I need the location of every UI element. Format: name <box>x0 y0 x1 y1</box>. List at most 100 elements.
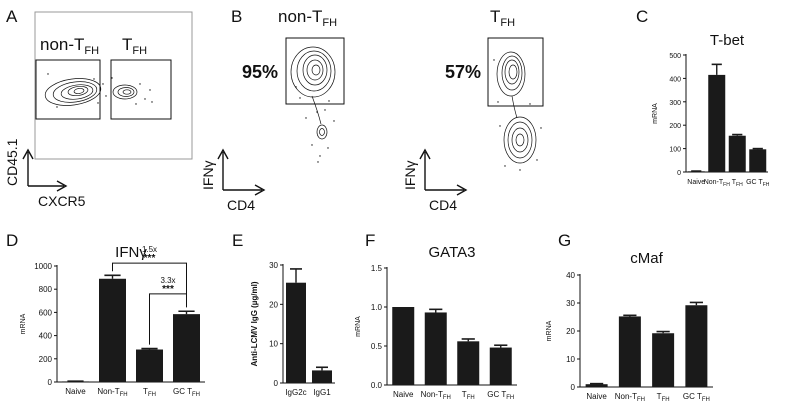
y-axis-label-d: mRNA <box>20 313 27 334</box>
panel-letter-e: E <box>232 231 243 250</box>
bar-c-tfh <box>728 135 746 172</box>
panel-letter-b: B <box>231 7 242 26</box>
panel-letter-f: F <box>365 231 375 250</box>
bar-d-non-tfh <box>99 278 126 382</box>
flow-b2-title: TFH <box>490 7 515 29</box>
bar-g-non-tfh <box>618 316 641 387</box>
y-axis-label-e: Anti-LCMV IgG (µg/ml) <box>250 281 259 366</box>
panel-letter-d: D <box>6 231 18 250</box>
flow-a-y-label: CD45.1 <box>4 138 20 186</box>
bar-f-tfh <box>457 341 480 385</box>
bar-g-tfh <box>652 333 675 387</box>
category-label-d: TFH <box>143 387 156 398</box>
y-tick-label-e: 30 <box>269 261 278 270</box>
scatter-dots-b2 <box>493 59 542 171</box>
category-label-c: Naive <box>687 179 705 186</box>
y-tick-label-c: 500 <box>669 53 681 60</box>
y-tick-label-d: 0 <box>48 378 53 387</box>
y-axis-label-f: mRNA <box>355 316 362 337</box>
y-tick-label-c: 100 <box>669 147 681 154</box>
gate-tfh <box>110 59 172 120</box>
contour-population-b2-lower <box>503 95 537 164</box>
bar-d-gc-tfh <box>173 314 200 382</box>
y-tick-label-d: 200 <box>39 355 53 364</box>
y-axis-label-c: mRNA <box>652 103 659 124</box>
category-label-e: IgG1 <box>313 388 331 397</box>
category-label-g: TFH <box>657 392 670 403</box>
significance-bracket-d <box>149 293 187 345</box>
y-tick-label-c: 0 <box>677 170 681 177</box>
contour-population-non-tfh <box>44 78 102 106</box>
y-tick-label-d: 1000 <box>34 262 52 271</box>
category-label-f: Non-TFH <box>421 390 451 401</box>
flow-panel-b2: TFH 57% CD4 IFNγ <box>402 7 544 213</box>
category-label-d: Non-TFH <box>97 387 127 398</box>
y-tick-label-c: 200 <box>669 123 681 130</box>
axis-arrows-b2 <box>419 148 468 196</box>
gate-percent-b2: 57% <box>445 62 481 82</box>
chart-title-d: IFNγ <box>115 244 147 261</box>
y-tick-label-g: 30 <box>566 299 575 308</box>
category-label-g: GC TFH <box>683 392 710 403</box>
chart-title-g: cMaf <box>630 250 663 267</box>
chart-title-f: GATA3 <box>429 244 476 261</box>
gate-tfh-label: TFH <box>122 35 147 57</box>
y-tick-label-e: 20 <box>269 300 278 309</box>
axis-arrows-b1 <box>217 148 266 196</box>
flow-a-x-label: CXCR5 <box>38 193 86 209</box>
flow-b1-x-label: CD4 <box>227 197 255 213</box>
y-tick-label-g: 0 <box>571 383 576 392</box>
panel-letter-g: G <box>558 231 571 250</box>
category-label-f: TFH <box>462 390 475 401</box>
y-tick-label-e: 0 <box>274 379 279 388</box>
contour-population-b2-upper <box>496 51 526 97</box>
category-label-d: GC TFH <box>173 387 200 398</box>
y-tick-label-d: 400 <box>39 332 53 341</box>
y-tick-label-f: 0.0 <box>371 381 383 390</box>
category-label-g: Non-TFH <box>615 392 645 403</box>
category-label-g: Naive <box>586 392 607 401</box>
bar-f-non-tfh <box>424 312 447 385</box>
fold-change-label-d: 3.3x <box>160 276 175 285</box>
axis-arrows-a <box>22 148 68 192</box>
bar-chart-gata3: GATA3 mRNA 0.0 0.5 1.0 1.5 Naive Non-TFH TFH GC T… <box>355 244 517 401</box>
y-tick-label-g: 40 <box>566 271 575 280</box>
contour-population-b1 <box>290 46 336 140</box>
bar-g-gc-tfh <box>685 305 708 387</box>
gate-percent-b1: 95% <box>242 62 278 82</box>
bar-f-gc-tfh <box>489 347 512 385</box>
bar-e-igg2c <box>286 282 306 383</box>
bar-chart-ifng: IFNγ mRNA 0 200 400 600 800 1000 Naive Non-TFH TFH… <box>20 244 205 398</box>
panel-letter-c: C <box>636 7 648 26</box>
y-tick-label-f: 1.0 <box>371 303 383 312</box>
bar-e-igg1 <box>312 370 332 383</box>
panel-letter-a: A <box>6 7 18 26</box>
y-tick-label-c: 300 <box>669 100 681 107</box>
category-label-d: Naive <box>65 387 86 396</box>
category-label-f: GC TFH <box>487 390 514 401</box>
scatter-dots-b1 <box>295 86 335 163</box>
fold-change-label-d: 1.5x <box>142 245 157 254</box>
flow-a-plot-frame <box>34 11 193 160</box>
flow-panel-a: non-TFH TFH CXCR5 CD45.1 <box>4 11 193 209</box>
gate-non-tfh-label: non-TFH <box>40 35 99 57</box>
bar-d-tfh <box>136 349 163 382</box>
bar-chart-anti-lcmv-igg: Anti-LCMV IgG (µg/ml) 0 10 20 30 IgG2c IgG1 <box>250 261 335 397</box>
significance-stars-d: *** <box>144 253 156 264</box>
y-tick-label-c: 400 <box>669 76 681 83</box>
y-tick-label-d: 800 <box>39 285 53 294</box>
category-label-f: Naive <box>393 390 414 399</box>
y-tick-label-f: 1.5 <box>371 264 383 273</box>
y-tick-label-f: 0.5 <box>371 342 383 351</box>
chart-title-c: T-bet <box>710 32 745 49</box>
category-label-c: GC TFH <box>746 179 770 188</box>
bar-g-naive <box>585 384 608 387</box>
category-label-c: TFH <box>732 179 743 188</box>
flow-panel-b1: non-TFH 95% CD4 IFNγ <box>200 7 345 213</box>
flow-b1-title: non-TFH <box>278 7 337 29</box>
y-axis-label-g: mRNA <box>546 320 553 341</box>
flow-b1-y-label: IFNγ <box>200 160 216 190</box>
significance-bracket-d <box>112 262 187 308</box>
category-label-c: Non-TFH <box>704 179 731 188</box>
